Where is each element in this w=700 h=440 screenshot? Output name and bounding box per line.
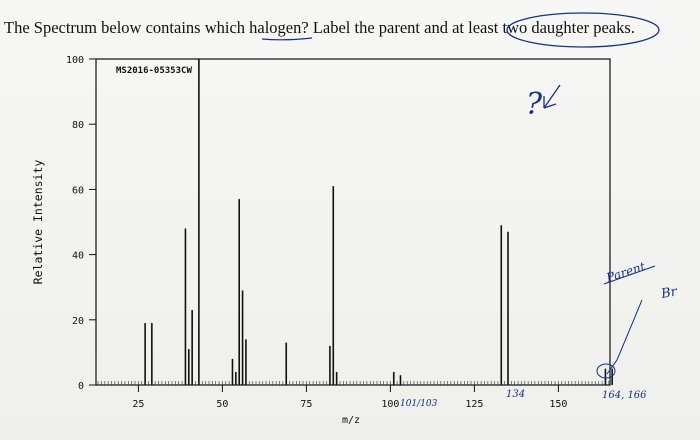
handwritten-br-label: Br [659,284,679,302]
circled-phrase-annotation [506,12,660,48]
halogen-underline [261,37,313,41]
handwritten-101-103: 101/103 [400,399,438,409]
y-tick-label: 0 [78,381,84,392]
handwritten-164-166: 164, 166 [602,390,647,401]
x-tick-label: 100 [381,399,399,410]
x-tick-label: 75 [300,399,312,410]
x-axis: 25 50 75 100 125 150 [132,385,567,410]
y-axis-title: Relative Intensity [31,160,45,285]
y-axis: 0 20 40 60 80 100 [66,55,96,392]
handwritten-question-mark: ? [526,87,543,122]
parent-peak-circle [596,363,616,379]
question-text: The Spectrum below contains which haloge… [4,18,635,37]
y-tick-label: 40 [72,251,84,262]
y-tick-label: 100 [66,55,84,66]
spectrum-id-label: MS2016-05353CW [116,66,192,76]
y-tick-label: 80 [72,120,84,131]
peak-series [144,59,613,385]
x-axis-title: m/z [342,415,360,426]
x-tick-label: 25 [132,399,144,410]
parent-label-underline [603,265,656,285]
x-tick-label: 150 [549,399,567,410]
x-tick-label: 50 [216,399,228,410]
handwritten-134: 134 [506,389,525,400]
plot-frame [95,58,611,386]
x-tick-label: 125 [465,399,483,410]
handwritten-arrow-icon [543,84,561,109]
y-tick-label: 60 [72,185,84,196]
parent-pointer-line [606,299,643,375]
y-tick-label: 20 [72,316,84,327]
